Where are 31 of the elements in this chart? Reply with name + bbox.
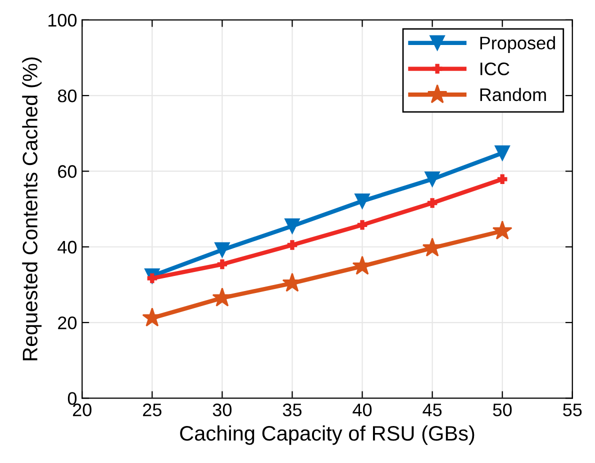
point — [214, 242, 230, 258]
y-tick-label: 0 — [68, 392, 77, 405]
legend-label: Proposed — [480, 36, 555, 53]
legend-label: Random — [480, 88, 546, 102]
y-tick-label: 100 — [48, 14, 77, 27]
point — [494, 145, 510, 161]
x-tick-label: 40 — [352, 404, 372, 416]
x-tick-label: 45 — [422, 404, 442, 416]
x-tick-label: 55 — [563, 404, 582, 416]
y-tick-label: 80 — [58, 90, 77, 102]
point — [354, 193, 370, 209]
y-tick-label: 40 — [58, 240, 77, 254]
point — [217, 259, 228, 270]
point — [427, 198, 438, 208]
x-tick-label: 30 — [212, 404, 232, 416]
point — [424, 172, 440, 187]
x-tick-label: 35 — [282, 404, 302, 416]
y-tick-label: 60 — [58, 165, 77, 178]
x-tick-label: 25 — [143, 404, 162, 416]
x-tick-label: 50 — [493, 404, 512, 416]
point — [284, 218, 300, 234]
y-tick-label: 20 — [58, 316, 77, 330]
point — [357, 220, 368, 230]
point — [212, 288, 232, 306]
legend-label: ICC — [480, 62, 510, 76]
point — [497, 174, 508, 184]
x-tick-label: 20 — [72, 404, 92, 416]
y-axis-title: Requested Contents Cached (%) — [22, 57, 42, 360]
point — [287, 240, 298, 250]
point — [492, 220, 512, 240]
x-axis-title: Caching Capacity of RSU (GBs) — [180, 425, 474, 445]
